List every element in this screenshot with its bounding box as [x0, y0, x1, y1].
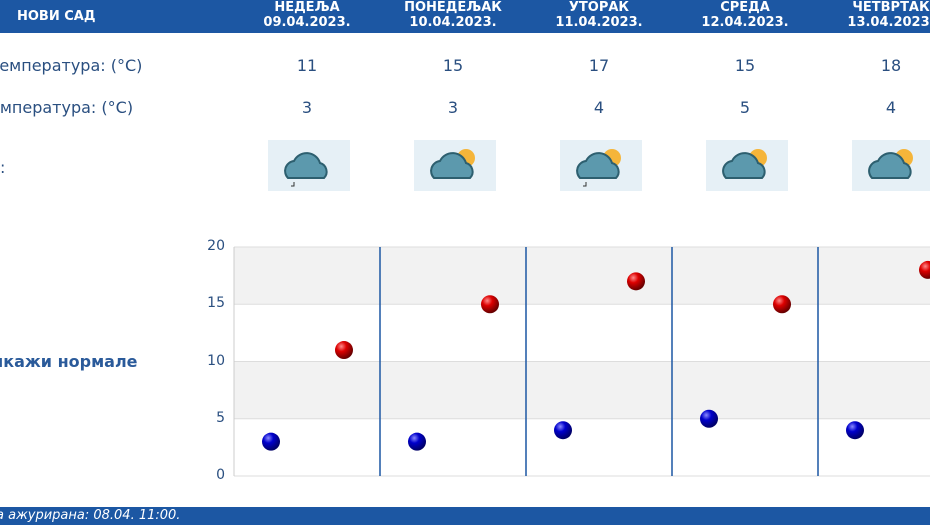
y-tick-label: 15	[207, 295, 225, 312]
day-name: СРЕДА	[720, 0, 770, 15]
min-temp-point	[408, 432, 426, 451]
max-temp-point	[919, 260, 930, 279]
min-temp-label: емпература: (°C)	[0, 98, 134, 117]
day-date: 11.04.2023.	[555, 15, 643, 30]
day-header: СРЕДА 12.04.2023.	[672, 0, 818, 30]
y-tick-label: 5	[216, 409, 225, 426]
partly-cloudy-icon	[706, 140, 788, 191]
min-temp-point	[262, 432, 280, 451]
min-temp-value: 4	[593, 98, 605, 117]
day-header: НЕДЕЉА 09.04.2023.	[234, 0, 380, 30]
min-temp-point	[846, 421, 864, 440]
day-header: УТОРАК 11.04.2023.	[526, 0, 672, 30]
max-temp-value: 17	[588, 56, 610, 75]
y-tick-label: 0	[216, 467, 225, 483]
max-temp-value: 11	[296, 56, 318, 75]
max-temp-value: 15	[734, 56, 756, 75]
min-temp-value: 5	[739, 98, 751, 117]
day-name: УТОРАК	[568, 0, 630, 15]
max-temp-point	[335, 341, 353, 360]
footer-bar: а ажурирана: 08.04. 11:00.	[0, 507, 930, 525]
day-name: НЕДЕЉА	[274, 0, 340, 15]
band	[234, 247, 930, 305]
city-name: НОВИ САД	[17, 9, 96, 24]
max-temp-value: 18	[880, 56, 902, 75]
day-name: ПОНЕДЕЉАК	[404, 0, 502, 15]
min-temp-point	[554, 421, 572, 440]
header-bar: НОВИ САД НЕДЕЉА 09.04.2023. ПОНЕДЕЉАК 10.04…	[0, 0, 930, 33]
min-temp-value: 3	[447, 98, 459, 117]
weather-label: :	[0, 158, 6, 177]
show-normals-link[interactable]: икажи нормале	[0, 352, 138, 371]
partly-cloudy-icon	[414, 140, 496, 191]
max-temp-point	[773, 295, 791, 314]
day-date: 10.04.2023.	[409, 15, 497, 30]
max-temp-point	[627, 272, 645, 291]
min-temp-value: 4	[885, 98, 897, 117]
min-temp-point	[700, 409, 718, 428]
updated-text: а ажурирана: 08.04. 11:00.	[0, 508, 181, 523]
max-temp-value: 15	[442, 56, 464, 75]
day-header: ЧЕТВРТАК 13.04.2023.	[818, 0, 930, 30]
max-temp-label: температура: (°C)	[0, 56, 143, 75]
day-date: 13.04.2023.	[847, 15, 930, 30]
band	[234, 361, 930, 419]
day-name: ЧЕТВРТАК	[852, 0, 930, 15]
partly-cloudy-icon	[852, 140, 930, 191]
max-temp-point	[481, 295, 499, 314]
min-temp-value: 3	[301, 98, 313, 117]
y-tick-label: 10	[207, 352, 225, 369]
cloud-rain-icon	[268, 140, 350, 191]
day-date: 12.04.2023.	[701, 15, 789, 30]
y-tick-label: 20	[207, 238, 225, 254]
day-date: 09.04.2023.	[263, 15, 351, 30]
partly-cloudy-rain-icon	[560, 140, 642, 191]
day-header: ПОНЕДЕЉАК 10.04.2023.	[380, 0, 526, 30]
